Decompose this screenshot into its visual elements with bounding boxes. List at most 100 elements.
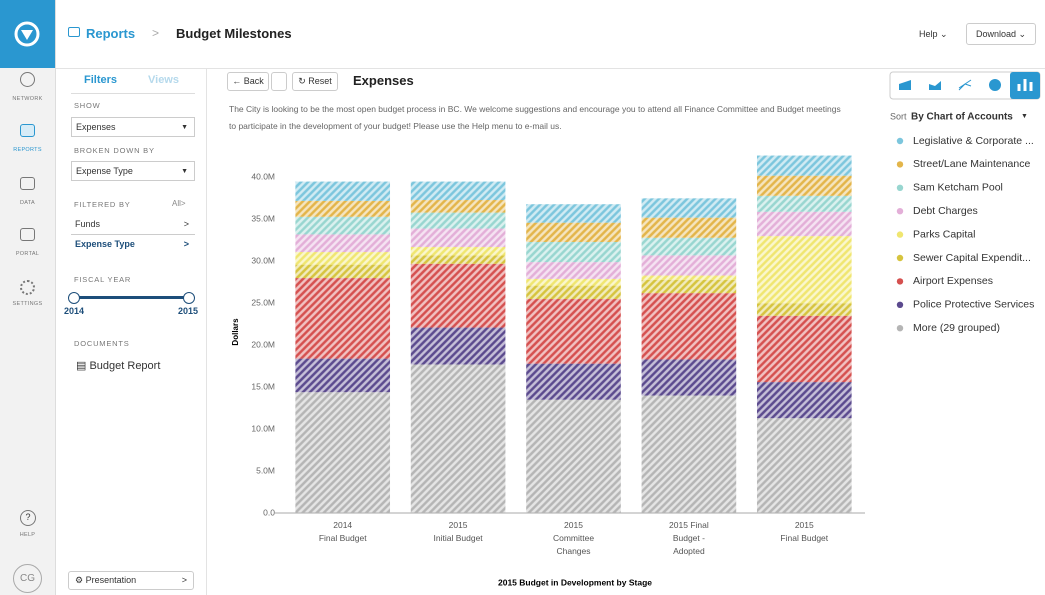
bar-segment	[756, 211, 852, 237]
filter-item[interactable]: Funds >	[71, 215, 195, 235]
legend-label: Legislative & Corporate ...	[913, 135, 1034, 147]
section-label: FISCAL YEAR	[74, 275, 132, 284]
nav-label[interactable]: REPORTS	[13, 147, 42, 153]
bar-segment	[641, 198, 737, 218]
legend-swatch	[896, 325, 904, 332]
nav-label[interactable]: PORTAL	[15, 251, 40, 257]
bar-segment	[526, 241, 621, 263]
section-label: DOCUMENTS	[74, 339, 130, 348]
x-tick-label: 2015 Final Budget	[780, 520, 828, 543]
settings-icon[interactable]	[20, 280, 35, 295]
breadcrumb-link[interactable]: Reports	[86, 26, 136, 41]
download-button[interactable]: Download ⌄	[966, 23, 1036, 45]
description: The City is looking to be the most open …	[229, 104, 841, 131]
document-link[interactable]: ▤ Budget Report	[76, 360, 161, 372]
show-select[interactable]: Expenses ▼	[71, 117, 195, 137]
icon	[929, 81, 941, 90]
sort-label: Sort	[890, 111, 907, 121]
x-axis-label: 2015 Budget in Development by Stage	[498, 577, 652, 587]
y-tick-label: 0.0	[263, 507, 275, 517]
bar-segment	[526, 222, 621, 242]
filter-item[interactable]: Expense Type >	[75, 239, 189, 249]
document-text: Budget Report	[89, 360, 161, 372]
y-tick-label: 20.0M	[251, 339, 275, 349]
bar-segment	[410, 181, 506, 201]
select-value: Expense Type	[76, 166, 133, 176]
help-icon[interactable]: ?	[20, 510, 36, 526]
tab-views[interactable]: Views	[148, 74, 179, 86]
fiscal-end: 2015	[178, 306, 199, 316]
nav-label[interactable]: SETTINGS	[12, 301, 43, 307]
legend-swatch	[896, 231, 904, 238]
bar-segment	[756, 236, 852, 304]
bar-segment	[526, 262, 621, 279]
bar-segment	[410, 255, 506, 264]
bar-segment	[410, 263, 506, 328]
back-text: Back	[243, 76, 264, 86]
x-tick-label: 2015 Initial Budget	[434, 520, 484, 543]
user-avatar[interactable]: CG	[13, 564, 42, 593]
legend-label: Police Protective Services	[913, 299, 1034, 311]
network-icon[interactable]	[20, 72, 35, 87]
bar-segment	[641, 293, 737, 360]
forward-button[interactable]	[271, 72, 287, 91]
legend-label: Street/Lane Maintenance	[913, 158, 1030, 170]
bar-segment	[756, 382, 852, 419]
breakdown-select[interactable]: Expense Type ▼	[71, 161, 195, 181]
x-tick-label: 2015 Final Budget -Adopted	[669, 520, 709, 556]
side-nav: NETWORK REPORTS DATA PORTAL SETTINGS ? H…	[0, 0, 56, 595]
bar-segment	[641, 237, 737, 256]
slider-handle[interactable]	[183, 292, 195, 304]
x-tick-label: 2015 Committee Changes	[553, 520, 594, 556]
bar-segment	[410, 327, 506, 365]
slider-handle[interactable]	[68, 292, 80, 304]
section-label: SHOW	[74, 101, 101, 110]
help-menu[interactable]: Help ⌄	[919, 29, 948, 39]
icon	[958, 79, 972, 91]
logo-icon	[14, 21, 40, 47]
bar-segment	[410, 364, 506, 513]
legend-swatch	[896, 161, 904, 168]
legend-label: More (29 grouped)	[913, 322, 1000, 334]
y-tick-label: 15.0M	[251, 381, 275, 391]
bar-segment	[641, 279, 737, 294]
bar-segment	[295, 252, 391, 265]
data-icon[interactable]	[20, 177, 35, 190]
nav-label[interactable]: NETWORK	[12, 96, 43, 102]
nav-label[interactable]: HELP	[19, 532, 36, 538]
back-button[interactable]: ← Back	[227, 72, 269, 91]
legend-swatch	[896, 137, 904, 145]
bar-segment	[295, 216, 391, 235]
bar-segment	[641, 395, 737, 513]
bar-segment	[756, 303, 852, 316]
nav-label[interactable]: DATA	[19, 200, 36, 206]
bar-segment	[756, 418, 852, 513]
bar-segment	[641, 275, 737, 280]
legend-swatch	[896, 301, 904, 308]
tab-filters[interactable]: Filters	[84, 74, 118, 86]
legend-swatch	[896, 208, 904, 215]
bar-segment	[526, 363, 621, 400]
bar-segment	[410, 247, 506, 256]
filter-all[interactable]: All>	[172, 199, 186, 208]
help-text: Help	[919, 29, 938, 39]
filter-all-text: All	[172, 199, 181, 208]
portal-icon[interactable]	[20, 228, 35, 241]
legend-swatch	[896, 278, 904, 285]
y-tick-label: 10.0M	[251, 423, 275, 433]
bar-segment	[295, 200, 391, 217]
bar-segment	[526, 278, 621, 286]
slider-track	[73, 296, 189, 299]
filter-text: Expense Type	[75, 239, 135, 249]
y-tick-label: 5.0M	[256, 465, 275, 475]
reset-button[interactable]: ↻ Reset	[292, 72, 338, 91]
legend-swatch	[896, 184, 904, 191]
bar-segment	[756, 175, 852, 196]
bar-segment	[641, 359, 737, 396]
sort-value[interactable]: By Chart of Accounts	[911, 112, 1013, 123]
logo[interactable]	[0, 0, 55, 68]
legend-label: Debt Charges	[913, 205, 978, 217]
reports-icon[interactable]	[20, 124, 35, 137]
bar-segment	[756, 315, 852, 383]
presentation-button[interactable]: ⚙ Presentation >	[68, 571, 194, 590]
